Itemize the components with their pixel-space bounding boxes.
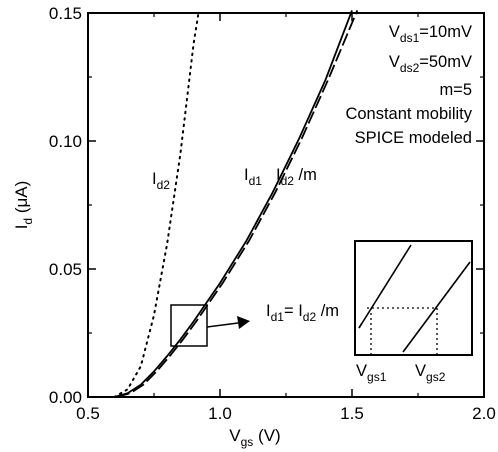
series-id2-m <box>116 10 359 398</box>
y-tick-label: 0.15 <box>49 4 82 23</box>
curves <box>113 9 359 398</box>
inset-equation: Id1= Id2 /m <box>266 302 339 324</box>
zoom-arrow-head <box>237 316 250 329</box>
x-tick-label: 1.5 <box>340 404 364 423</box>
legend-text: Vds1=10mV Vds2=50mV m=5 Constant mobilit… <box>345 23 472 147</box>
inset-curve-solid-lower <box>358 322 363 329</box>
zoom-arrow-shaft <box>206 322 239 328</box>
series-id2 <box>113 9 200 398</box>
label-id1: Id1 <box>244 166 262 188</box>
legend-mobility: Constant mobility <box>345 105 472 123</box>
inset-frame <box>354 240 473 356</box>
inset-panel <box>354 240 473 356</box>
x-axis-label: Vgs (V) <box>229 426 280 449</box>
legend-vds2: Vds2=50mV <box>389 53 472 75</box>
axis-ticks: 0.5 1.0 1.5 2.0 0.00 0.05 0.10 0.15 <box>49 4 496 423</box>
x-tick-label: 2.0 <box>472 404 496 423</box>
inset-curve-solid <box>358 244 412 329</box>
y-tick-label: 0.10 <box>49 132 82 151</box>
inset-vgs1-label: Vgs1 <box>356 362 387 384</box>
legend-vds1: Vds1=10mV <box>389 23 472 45</box>
y-tick-label: 0.00 <box>49 388 82 407</box>
label-id2: Id2 <box>152 170 170 192</box>
inset-vgs2-label: Vgs2 <box>415 362 446 384</box>
y-tick-label: 0.05 <box>49 260 82 279</box>
legend-m: m=5 <box>439 81 472 99</box>
inset-curve-right <box>402 261 471 353</box>
y-axis-label: Id (μA) <box>12 181 35 230</box>
x-tick-label: 1.0 <box>208 404 232 423</box>
zoom-box <box>170 304 208 347</box>
x-tick-label: 0.5 <box>76 404 100 423</box>
label-id2-over-m: Id2 /m <box>276 166 317 188</box>
legend-spice: SPICE modeled <box>355 129 472 147</box>
series-id1 <box>114 10 353 398</box>
